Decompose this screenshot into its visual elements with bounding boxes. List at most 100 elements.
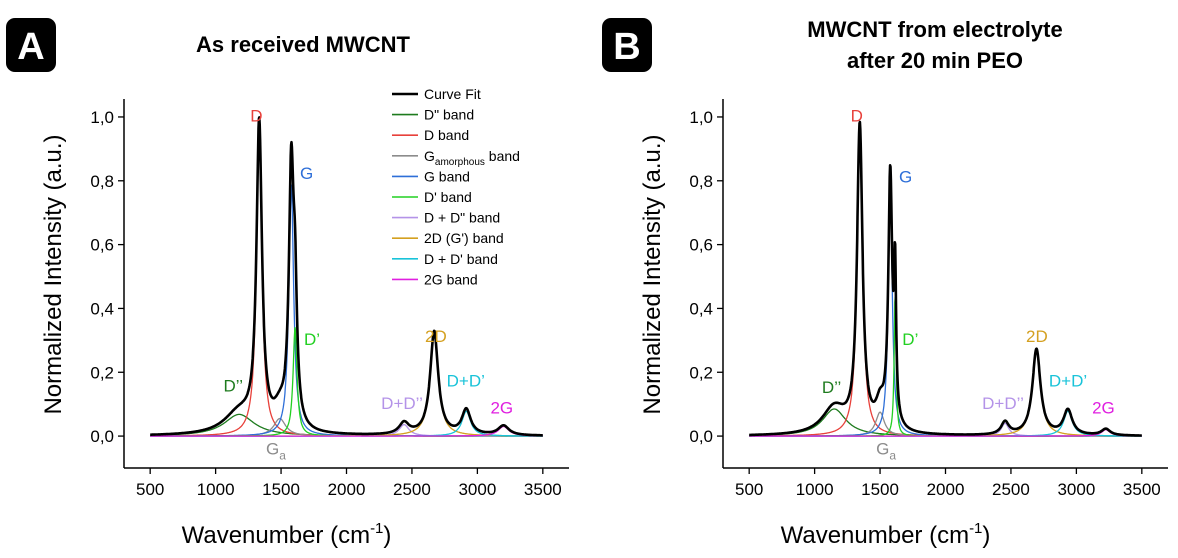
peak-label-b: D’ [902, 330, 918, 349]
x-tick-label-a: 2000 [328, 480, 366, 499]
peak-label-b: D+D’ [1049, 372, 1087, 391]
peak-label-a: D’ [304, 330, 320, 349]
x-tick-label-b: 1000 [796, 480, 834, 499]
peak-label-b: D’’ [822, 378, 842, 397]
legend-label: G band [424, 168, 470, 184]
x-axis-title-sup: -1 [370, 520, 383, 537]
legend-entry-curve-fit: Curve Fit [424, 86, 481, 102]
legend-entry-g-amorphous: Gamorphous band [424, 148, 520, 168]
chart-title-b: MWCNT from electrolyte [807, 17, 1062, 42]
legend-label: 2D (G') band [424, 230, 504, 246]
x-tick-label-a: 500 [136, 480, 164, 499]
plot-area-a: 500 1000 1500 2000 2500 3000 3500 0,0 0,2 0,4 0,6 0… [40, 99, 569, 549]
x-tick-label-b: 1500 [861, 480, 899, 499]
peak-label-text: D+D’ [447, 372, 485, 391]
y-tick-label-b: 0,4 [689, 299, 713, 318]
peak-label-b: G [899, 167, 912, 186]
panel-b: B MWCNT from electrolyte after 20 min PE… [602, 17, 1168, 549]
legend-entry-d-band: D band [424, 127, 469, 143]
peak-label-text: D’’ [822, 378, 842, 397]
peak-label-a: D+D’ [447, 372, 485, 391]
peak-label-a: D’’ [223, 376, 243, 395]
legend-label-sub: amorphous [435, 157, 485, 168]
legend-label: D band [424, 127, 469, 143]
peak-label-text: D [851, 107, 863, 126]
peak-label-text: D+D’ [1049, 372, 1087, 391]
peak-label-text: 2G [1092, 399, 1115, 418]
peak-label-a: G [300, 164, 313, 183]
x-tick-label-b: 2000 [927, 480, 965, 499]
legend-entry-d-prime: D' band [424, 189, 472, 205]
peak-label-sub: a [889, 448, 896, 462]
series-d-prime-b [749, 297, 1142, 436]
y-tick-label-a: 0,0 [90, 427, 114, 446]
peak-label-a: Ga [266, 439, 286, 462]
peak-label-text: G [266, 439, 279, 458]
x-tick-label-b: 3500 [1123, 480, 1161, 499]
legend-entry-d-plus-d-prime: D + D' band [424, 251, 498, 267]
y-tick-label-b: 0,6 [689, 236, 713, 255]
y-tick-label-b: 0,2 [689, 363, 713, 382]
legend-entry-two-d: 2D (G') band [424, 230, 504, 246]
x-tick-label-b: 3000 [1057, 480, 1095, 499]
y-tick-label-a: 0,2 [90, 363, 114, 382]
peak-label-text: G [899, 167, 912, 186]
peak-label-b: D+D’’ [982, 394, 1024, 413]
y-tick-label-b: 0,0 [689, 427, 713, 446]
x-tick-label-b: 2500 [992, 480, 1030, 499]
y-tick-label-b: 1,0 [689, 108, 713, 127]
peak-label-text: D+D’’ [381, 394, 423, 413]
peak-label-b: Ga [876, 439, 896, 462]
y-tick-label-b: 0,8 [689, 172, 713, 191]
x-axis-title-a: Wavenumber (cm-1) [182, 520, 392, 549]
legend-label: Curve Fit [424, 86, 481, 102]
y-axis-title-b: Normalized Intensity (a.u.) [639, 134, 666, 414]
peak-label-text: D+D’’ [982, 394, 1024, 413]
legend-entry-g-band: G band [424, 168, 470, 184]
y-tick-label-a: 0,8 [90, 172, 114, 191]
x-tick-label-a: 2500 [393, 480, 431, 499]
x-axis-title-sup: -1 [969, 520, 982, 537]
peak-label-text: D [250, 107, 262, 126]
peak-label-text: 2G [490, 399, 513, 418]
peak-label-a: 2G [490, 399, 513, 418]
x-tick-label-a: 1500 [262, 480, 300, 499]
x-tick-label-a: 3500 [524, 480, 562, 499]
legend-label: D + D' band [424, 251, 498, 267]
legend-entry-d-double-prime: D" band [424, 107, 474, 123]
chart-title-a: As received MWCNT [196, 32, 411, 57]
peak-label-a: D [250, 107, 262, 126]
legend-label: 2G band [424, 271, 478, 287]
legend-label-suffix: band [485, 148, 520, 164]
peak-label-text: D’ [304, 330, 320, 349]
legend-label: D' band [424, 189, 472, 205]
peak-label-text: 2D [425, 327, 447, 346]
x-tick-label-a: 3000 [458, 480, 496, 499]
chart-title-b-line2: after 20 min PEO [847, 48, 1023, 73]
peak-label-text: G [876, 439, 889, 458]
peak-label-text: D’ [902, 330, 918, 349]
plot-area-b: 500 1000 1500 2000 2500 3000 3500 0,0 0,2 0,4 0,6 0… [639, 99, 1168, 549]
peak-label-sub: a [279, 448, 286, 462]
x-axis-title-text: Wavenumber (cm [781, 522, 969, 549]
peak-label-text: 2D [1026, 327, 1048, 346]
peak-label-a: D+D’’ [381, 394, 423, 413]
panel-label-b: B [613, 26, 640, 68]
panel-label-a: A [17, 26, 44, 68]
y-tick-label-a: 1,0 [90, 108, 114, 127]
peak-label-text: G [300, 164, 313, 183]
peak-label-b: D [851, 107, 863, 126]
y-tick-label-a: 0,6 [90, 236, 114, 255]
legend-label: D" band [424, 107, 474, 123]
legend-label: D + D" band [424, 210, 500, 226]
x-axis-title-end: ) [982, 522, 990, 549]
series-two-d-b [749, 350, 1142, 436]
x-axis-title-text: Wavenumber (cm [182, 522, 370, 549]
x-axis-title-b: Wavenumber (cm-1) [781, 520, 991, 549]
peak-label-text: D’’ [223, 376, 243, 395]
panel-a: A As received MWCNT 500 1000 1500 2000 2500 3… [6, 18, 569, 549]
peak-label-a: 2D [425, 327, 447, 346]
legend-entry-two-g: 2G band [424, 271, 478, 287]
